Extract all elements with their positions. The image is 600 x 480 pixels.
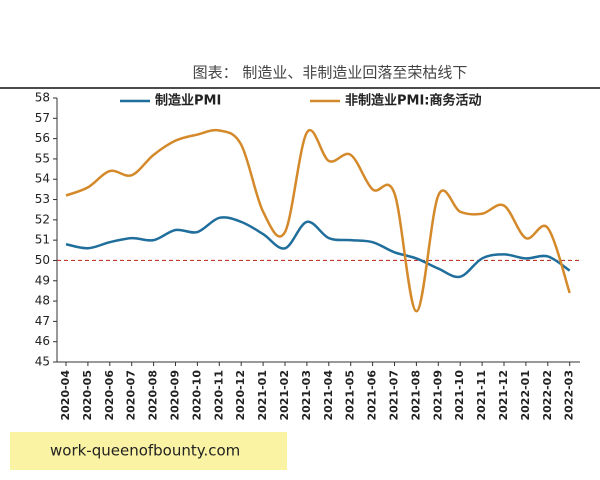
y-tick-label: 55 <box>35 151 50 165</box>
series-line <box>65 216 571 279</box>
x-tick-label: 2021-07 <box>388 370 401 421</box>
y-tick-label: 57 <box>35 111 50 125</box>
y-tick-label: 56 <box>35 131 50 145</box>
y-tick-label: 52 <box>35 212 50 226</box>
y-tick-label: 47 <box>35 314 50 328</box>
x-tick-label: 2020-05 <box>81 370 94 421</box>
y-tick-label: 54 <box>35 172 50 186</box>
legend-label: 制造业PMI <box>155 93 221 109</box>
x-tick-label: 2020-10 <box>190 370 203 421</box>
watermark-box <box>10 432 287 470</box>
series-line <box>65 128 571 313</box>
x-tick-label: 2021-09 <box>431 370 444 421</box>
x-tick-label: 2021-02 <box>278 370 291 421</box>
y-tick-label: 53 <box>35 192 50 206</box>
x-tick-label: 2022-02 <box>541 370 554 421</box>
x-tick-label: 2020-07 <box>125 370 138 421</box>
x-tick-label: 2020-06 <box>103 370 116 421</box>
x-tick-label: 2021-03 <box>300 370 313 421</box>
x-tick-label: 2021-01 <box>256 370 269 421</box>
x-tick-label: 2021-06 <box>366 370 379 421</box>
legend-label: 非制造业PMI:商务活动 <box>345 93 482 109</box>
x-tick-label: 2020-12 <box>234 370 247 421</box>
x-tick-label: 2021-05 <box>344 370 357 421</box>
y-tick-label: 45 <box>35 355 50 369</box>
y-tick-label: 48 <box>35 294 50 308</box>
y-tick-label: 49 <box>35 273 50 287</box>
y-tick-label: 46 <box>35 334 50 348</box>
x-tick-label: 2022-03 <box>563 370 576 421</box>
x-tick-label: 2021-11 <box>475 370 488 421</box>
x-tick-label: 2020-09 <box>169 370 182 421</box>
x-tick-label: 2021-10 <box>453 370 466 421</box>
chart-title: 图表： 制造业、非制造业回落至荣枯线下 <box>193 64 468 82</box>
x-tick-label: 2020-11 <box>212 370 225 421</box>
y-tick-label: 50 <box>35 253 50 267</box>
x-tick-label: 2021-04 <box>322 370 335 421</box>
x-tick-label: 2022-01 <box>519 370 532 421</box>
y-tick-label: 51 <box>35 233 50 247</box>
watermark: work-queenofbounty.com <box>50 442 240 460</box>
y-tick-label: 58 <box>35 91 50 105</box>
x-tick-label: 2021-08 <box>409 370 422 421</box>
x-tick-label: 2021-12 <box>497 370 510 421</box>
x-tick-label: 2020-08 <box>147 370 160 421</box>
x-tick-label: 2020-04 <box>59 370 72 421</box>
